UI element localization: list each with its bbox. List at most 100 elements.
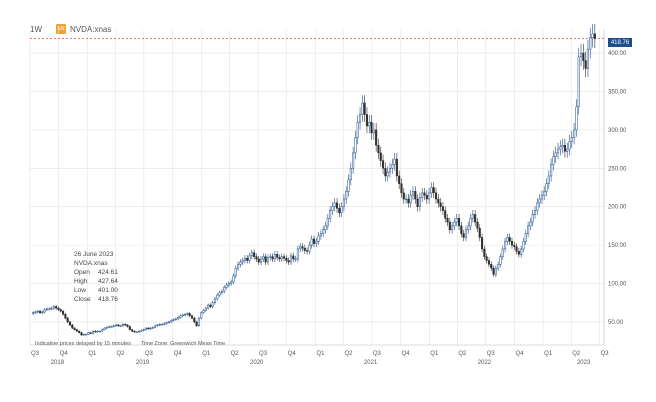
- candle-body: [370, 121, 373, 134]
- candle-body: [372, 129, 375, 134]
- candle-body: [128, 326, 131, 330]
- info-row-high: High 427.64: [74, 277, 118, 286]
- info-label: Close: [74, 296, 91, 303]
- candle-body: [441, 206, 444, 211]
- candle-body: [200, 312, 203, 319]
- candle-body: [260, 258, 263, 263]
- candle-body: [294, 258, 297, 261]
- candle-body: [356, 121, 359, 138]
- candle-body: [545, 183, 548, 192]
- candle-body: [515, 246, 518, 252]
- candle-body: [522, 241, 525, 250]
- candle-body: [149, 327, 152, 330]
- candle-body: [494, 267, 497, 275]
- candle-body: [478, 227, 481, 238]
- chart-footnote: Indicative prices delayed by 15 minutes …: [35, 341, 225, 347]
- candle-body: [209, 304, 212, 307]
- candle-body: [204, 307, 207, 311]
- candle-body: [239, 261, 242, 265]
- info-row-close: Close 418.76: [74, 295, 118, 304]
- candle-body: [103, 327, 106, 330]
- candle-body: [85, 333, 88, 336]
- candle-body: [492, 267, 495, 275]
- delay-note: Indicative prices delayed by 15 minutes: [35, 341, 131, 347]
- candle-body: [220, 290, 223, 294]
- candle-body: [326, 217, 329, 227]
- candle-body: [236, 264, 240, 269]
- candle-body: [333, 202, 336, 207]
- candle-body: [68, 321, 72, 326]
- candle-body: [117, 324, 120, 327]
- candle-body: [163, 323, 166, 325]
- candle-body: [287, 260, 290, 263]
- candle-body: [299, 246, 302, 250]
- candle-body: [375, 129, 378, 146]
- candle-body: [289, 255, 293, 263]
- x-tick-label: Q1: [316, 351, 325, 357]
- last-price-badge: 418.76: [608, 38, 632, 47]
- candle-body: [80, 332, 83, 336]
- symbol-group[interactable]: EN NVDA:xnas: [56, 24, 111, 34]
- candle-body: [248, 255, 251, 261]
- candle-body: [140, 330, 143, 332]
- x-tick-label: Q1: [202, 351, 211, 357]
- candle-body: [181, 314, 184, 317]
- candle-body: [563, 144, 566, 152]
- info-label: Low: [74, 287, 86, 294]
- candle-body: [34, 311, 37, 314]
- candle-body: [423, 192, 426, 196]
- interval-selector[interactable]: 1W: [30, 24, 42, 34]
- candle-body: [501, 248, 504, 257]
- candle-body: [57, 307, 60, 310]
- candle-body: [453, 221, 456, 227]
- candle-body: [310, 238, 313, 246]
- candle-body: [476, 221, 479, 229]
- candle-body: [467, 225, 470, 231]
- candle-body: [393, 158, 396, 165]
- candle-body: [257, 258, 260, 263]
- x-tick-label: Q2: [345, 351, 354, 357]
- candle-body: [460, 225, 463, 234]
- candle-body: [414, 191, 417, 200]
- candle-body: [474, 214, 477, 223]
- candle-body: [264, 256, 267, 263]
- candle-body: [73, 327, 76, 330]
- candle-body: [225, 284, 228, 288]
- candle-body: [508, 237, 511, 242]
- candle-body: [434, 192, 438, 200]
- info-value: 418.76: [98, 296, 118, 303]
- x-tick-label: Q3: [601, 351, 610, 357]
- candle-body: [142, 329, 145, 331]
- x-tick-label: Q3: [487, 351, 496, 357]
- candle-body: [319, 233, 322, 237]
- candle-body: [147, 327, 150, 330]
- year-label: 2020: [250, 360, 264, 366]
- x-tick-label: Q2: [572, 351, 581, 357]
- candle-body: [358, 114, 362, 123]
- candle-body: [554, 152, 557, 158]
- exchange-badge-icon: EN: [56, 24, 66, 34]
- candle-body: [561, 144, 564, 148]
- candle-body: [216, 294, 219, 300]
- x-tick-label: Q2: [458, 351, 467, 357]
- candle-body: [195, 321, 198, 327]
- year-label: 2019: [136, 360, 150, 366]
- candle-body: [255, 256, 258, 260]
- info-row-low: Low 401.00: [74, 286, 118, 295]
- candle-body: [71, 324, 74, 329]
- candle-body: [416, 198, 419, 207]
- candle-body: [137, 330, 141, 333]
- candle-body: [98, 330, 101, 333]
- candle-body: [368, 121, 371, 127]
- candle-body: [193, 317, 196, 323]
- candle-body: [241, 260, 244, 263]
- candle-body: [543, 191, 546, 196]
- candle-body: [485, 256, 488, 261]
- candle-body: [593, 33, 596, 39]
- info-row-open: Open 424.61: [74, 268, 118, 277]
- candle-body: [439, 202, 442, 207]
- candle-body: [82, 333, 85, 336]
- candle-body: [568, 141, 571, 150]
- candle-body: [566, 148, 569, 152]
